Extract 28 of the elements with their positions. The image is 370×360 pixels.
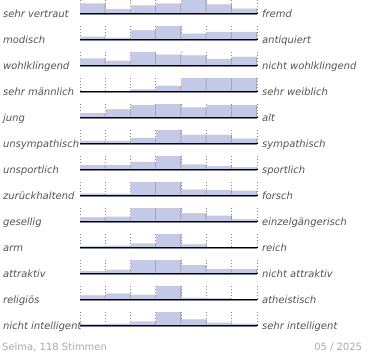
y2-axis-title: einzelgängerisch: [262, 216, 347, 230]
y2-axis-title: antiquiert: [262, 34, 311, 48]
y2-axis-title: nicht attraktiv: [262, 268, 333, 282]
y2-axis-title: sportlich: [262, 164, 306, 178]
y2-axis-title: atheistisch: [262, 294, 316, 308]
y2-axis-title: alt: [262, 112, 275, 126]
y2-axis-title: nicht wohlklingend: [262, 60, 356, 74]
y2-axis-title: fremd: [262, 8, 292, 22]
y-axis-title: jung: [1, 112, 25, 126]
y2-axis-title: reich: [262, 242, 287, 256]
y-axis-title: wohlklingend: [2, 60, 70, 74]
y-axis-title: nicht intelligent: [2, 320, 82, 334]
y-axis-title: sehr vertraut: [2, 8, 69, 22]
text: Selma, 118 Stimmen: [2, 342, 107, 353]
y-axis-title: arm: [2, 242, 23, 256]
y-axis-title: attraktiv: [2, 268, 46, 282]
y-axis-title: zurückhaltend: [2, 190, 74, 204]
y2-axis-title: sympathisch: [262, 138, 326, 152]
y2-axis-title: sehr intelligent: [262, 320, 338, 334]
y-axis-title: sehr männlich: [2, 86, 74, 100]
y2-axis-title: forsch: [262, 190, 293, 204]
text: 05 / 2025: [314, 342, 362, 353]
y-axis-title: gesellig: [2, 216, 42, 230]
y-axis-title: religiös: [2, 294, 40, 308]
y-axis-title: unsympathisch: [2, 138, 80, 152]
y2-axis-title: sehr weiblich: [262, 86, 328, 100]
y-axis-title: unsportlich: [2, 164, 59, 178]
y-axis-title: modisch: [2, 34, 46, 48]
